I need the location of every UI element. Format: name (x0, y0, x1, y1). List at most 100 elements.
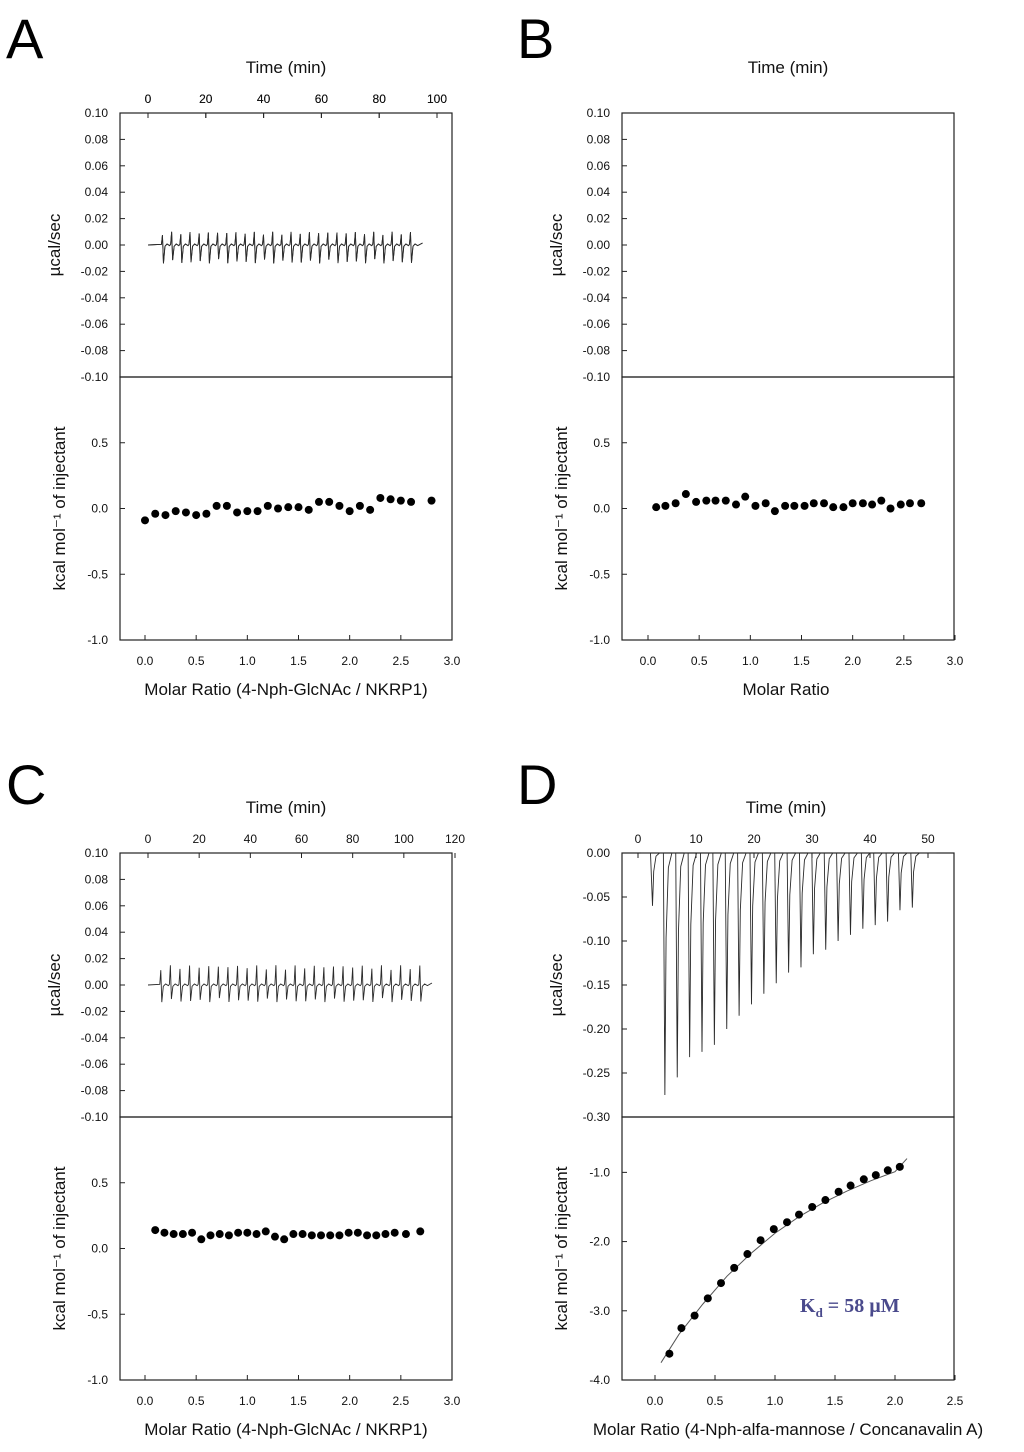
panel-B-enthalpy-tick-label: 0.5 (593, 436, 610, 450)
panel-D-molar-tick-label: 2.5 (947, 1394, 964, 1408)
panel-A-molar-tick-label: 0.0 (137, 654, 154, 668)
panel-A-data-point (345, 507, 354, 516)
panel-D-time-tick-label: 10 (689, 832, 703, 846)
panel-B-molar-tick-label: 2.0 (844, 654, 861, 668)
panel-A-data-point (376, 493, 385, 502)
panel-B-power-tick-label: -0.10 (583, 370, 611, 384)
panel-B-data-point (877, 496, 886, 505)
panel-A-enthalpy-tick-label: 0.0 (91, 502, 108, 516)
panel-C-power-axis-title: µcal/sec (45, 953, 64, 1016)
panel-A-enthalpy-axis-title: kcal mol⁻¹ of injectant (50, 426, 69, 590)
panel-B-time-tick-label: 60 (315, 92, 329, 106)
panel-D-data-point (703, 1294, 712, 1303)
panel-B-power-tick-label: 0.10 (587, 106, 611, 120)
panel-B-data-point (741, 492, 750, 501)
panel-B-data-point (732, 500, 741, 509)
panel-C-power-tick-label: 0.06 (85, 899, 109, 913)
panel-A-data-point (222, 501, 231, 510)
panel-A-power-tick-label: 0.08 (85, 132, 109, 146)
panel-D-data-point (783, 1218, 791, 1227)
panel-A-data-point (396, 496, 405, 505)
panel-A-data-point (233, 508, 242, 517)
panel-B-data-point (671, 499, 680, 508)
panel-B-data-point (721, 496, 730, 505)
panel-B-time-axis-title: Time (min) (748, 58, 829, 77)
panel-D-power-tick-label: -0.05 (583, 890, 611, 904)
panel-B-power-tick-label: 0.00 (587, 238, 611, 252)
panel-B-data-point (661, 501, 670, 510)
panel-C-power-tick-label: -0.04 (81, 1031, 109, 1045)
panel-B-power-tick-label: -0.04 (583, 291, 611, 305)
panel-D-data-point (743, 1250, 752, 1259)
panel-C-data-point (206, 1231, 215, 1240)
panel-B-raw-heat-trace (147, 231, 423, 264)
panel-A-power-axis-title: µcal/sec (45, 213, 64, 276)
panel-D-power-tick-label: -0.15 (583, 978, 611, 992)
panel-B-data-point (839, 503, 848, 512)
panel-A-molar-tick-label: 2.0 (341, 654, 358, 668)
panel-A-time-tick-label: 0 (145, 92, 152, 106)
panel-D-bottom-frame (621, 1116, 955, 1381)
panel-A-data-point (274, 504, 283, 513)
panel-A-raw-heat-trace (147, 231, 423, 264)
panel-D-data-point (871, 1171, 880, 1180)
panel-C-power-tick-label: 0.04 (85, 925, 109, 939)
panel-D-time-tick-label: 20 (747, 832, 761, 846)
panel-C-data-point (326, 1231, 335, 1240)
panel-D-data-point (769, 1225, 778, 1234)
panel-C-data-point (280, 1235, 289, 1244)
panel-A-data-point (263, 501, 272, 510)
panel-C-enthalpy-axis-title: kcal mol⁻¹ of injectant (50, 1166, 69, 1330)
panel-A-data-point (427, 496, 436, 505)
panel-C-time-tick-label: 0 (145, 832, 152, 846)
panel-C-data-point (416, 1227, 425, 1236)
panel-B-power-tick-label: 0.02 (587, 212, 611, 226)
panel-B-power-axis-title: µcal/sec (547, 213, 566, 276)
panel-A-data-point (151, 509, 160, 518)
panel-B-data-point (711, 496, 720, 505)
panel-B-data-point (761, 499, 770, 508)
panel-B-molar-tick-label: 0.0 (640, 654, 657, 668)
panel-A: 0 20 40 60 80 100 Time (min) 0.10 0.08 0.06 0.04 0.… (45, 58, 461, 699)
panel-B-data-point (692, 497, 701, 506)
panel-A-time-tick-label: 20 (199, 92, 213, 106)
panel-C: 0 20 40 60 80 100 120 Time (min) 0.10 0.08 0.06 0.0… (45, 798, 465, 1439)
panel-C-molar-tick-label: 3.0 (444, 1394, 461, 1408)
panel-C-data-point (224, 1231, 233, 1240)
panel-C-data-point (335, 1231, 344, 1240)
panel-C-data-point (178, 1230, 187, 1239)
panel-B-time-tick-label: 100 (427, 92, 447, 106)
panel-C-data-point (270, 1232, 279, 1241)
panel-B-molar-tick-label: 1.5 (793, 654, 810, 668)
panel-D-power-tick-label: -0.20 (583, 1022, 611, 1036)
panel-C-data-point (353, 1228, 362, 1237)
panel-B-enthalpy-tick-label: 0.0 (593, 502, 610, 516)
panel-D-molar-tick-label: 1.5 (827, 1394, 844, 1408)
panel-C-enthalpy-tick-label: -0.5 (87, 1307, 108, 1321)
panel-A-power-tick-label: 0.04 (85, 185, 109, 199)
panel-B-data-point (820, 499, 829, 508)
panel-B-data-point (868, 500, 877, 509)
panel-D-data-point (717, 1279, 725, 1288)
panel-C-data-point (252, 1230, 261, 1239)
panel-A-power-tick-label: 0.02 (85, 212, 109, 226)
panel-B-power-tick-label: 0.06 (587, 159, 611, 173)
panel-B-power-tick-label: 0.04 (587, 185, 611, 199)
panel-C-data-point (169, 1230, 178, 1239)
panel-A-data-point (243, 507, 252, 516)
panel-C-power-tick-label: -0.02 (81, 1004, 109, 1018)
panel-D-enthalpy-tick-label: -1.0 (589, 1165, 610, 1179)
panel-D-fit-curve (660, 1158, 908, 1363)
panel-D-data-point (730, 1263, 739, 1272)
panel-B-power-tick-label: 0.08 (587, 132, 611, 146)
panel-A-molar-tick-label: 1.5 (290, 654, 307, 668)
panel-D-time-tick-label: 50 (921, 832, 935, 846)
panel-C-molar-tick-label: 2.0 (341, 1394, 358, 1408)
panel-A-molar-axis-title: Molar Ratio (4-Nph-GlcNAc / NKRP1) (144, 680, 427, 699)
panel-A-data-point (386, 495, 395, 504)
panel-D-molar-axis-title: Molar Ratio (4-Nph-alfa-mannose / Concan… (593, 1420, 983, 1439)
panel-C-power-tick-label: 0.02 (85, 952, 109, 966)
panel-C-data-point (197, 1235, 206, 1244)
panel-C-enthalpy-tick-label: 0.0 (91, 1242, 108, 1256)
panel-C-data-point (317, 1231, 326, 1240)
